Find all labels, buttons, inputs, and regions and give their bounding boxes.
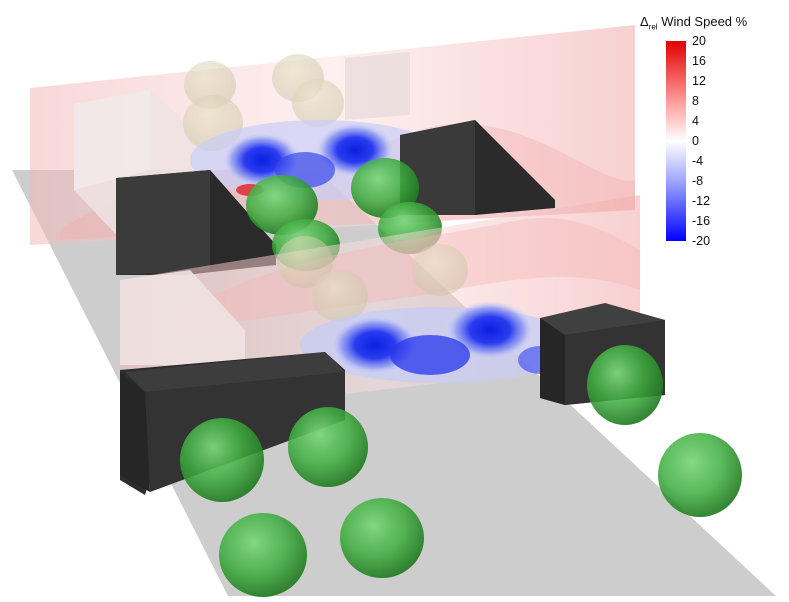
- legend-tick: 12: [692, 74, 706, 88]
- legend-subscript: rel: [648, 22, 658, 32]
- legend-tick: -12: [692, 194, 711, 208]
- legend-tick: 8: [692, 94, 699, 108]
- legend-tick: -8: [692, 174, 704, 188]
- legend-tick: -20: [692, 234, 711, 248]
- legend-tick: 16: [692, 54, 706, 68]
- colorbar: [666, 41, 686, 241]
- legend-tick: -4: [692, 154, 704, 168]
- legend-tick: 20: [692, 34, 706, 48]
- legend-symbol: Δ: [640, 14, 649, 29]
- legend-label: Wind Speed %: [661, 14, 748, 29]
- building-back-right: [400, 120, 555, 215]
- front-faded-trees: [277, 236, 468, 322]
- building-back-left: [116, 170, 276, 275]
- legend-title: Δrel Wind Speed %: [640, 14, 747, 32]
- back-faded-trees: [183, 54, 344, 151]
- legend-tick: -16: [692, 214, 711, 228]
- legend-tick: 4: [692, 114, 699, 128]
- colorbar-legend: Δrel Wind Speed % 20 16 12 8 4 0 -4 -8 -12 -16 -20: [640, 14, 785, 247]
- front-trees: [180, 345, 742, 597]
- legend-tick: 0: [692, 134, 699, 148]
- front-wind-contours: [300, 300, 580, 383]
